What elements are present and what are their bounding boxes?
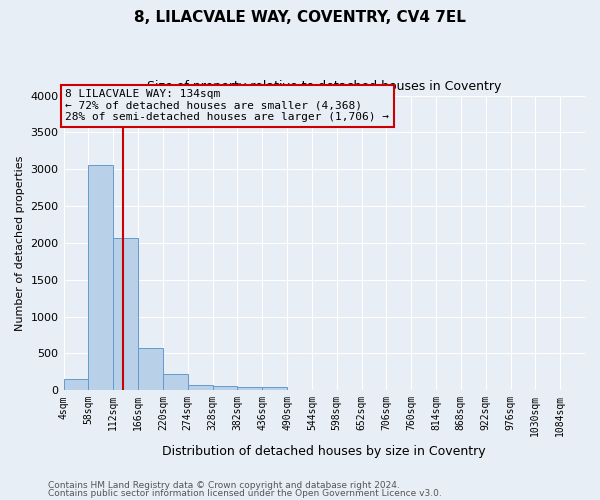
- Y-axis label: Number of detached properties: Number of detached properties: [15, 155, 25, 330]
- Text: 8 LILACVALE WAY: 134sqm
← 72% of detached houses are smaller (4,368)
28% of semi: 8 LILACVALE WAY: 134sqm ← 72% of detache…: [65, 90, 389, 122]
- Bar: [262, 387, 287, 390]
- Bar: [188, 384, 212, 390]
- Text: Contains public sector information licensed under the Open Government Licence v3: Contains public sector information licen…: [48, 488, 442, 498]
- Bar: [138, 348, 163, 390]
- Bar: [238, 387, 262, 390]
- Bar: [212, 386, 238, 390]
- Bar: [163, 374, 188, 390]
- X-axis label: Distribution of detached houses by size in Coventry: Distribution of detached houses by size …: [163, 444, 486, 458]
- Text: 8, LILACVALE WAY, COVENTRY, CV4 7EL: 8, LILACVALE WAY, COVENTRY, CV4 7EL: [134, 10, 466, 25]
- Bar: [88, 165, 113, 390]
- Title: Size of property relative to detached houses in Coventry: Size of property relative to detached ho…: [147, 80, 502, 93]
- Text: Contains HM Land Registry data © Crown copyright and database right 2024.: Contains HM Land Registry data © Crown c…: [48, 481, 400, 490]
- Bar: [64, 379, 88, 390]
- Bar: [113, 238, 138, 390]
